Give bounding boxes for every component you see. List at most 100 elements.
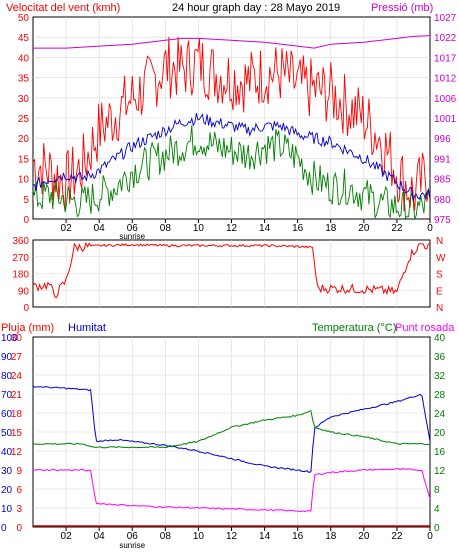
x-tick-label: 06 [127,531,139,542]
x-tick-label: 16 [292,223,304,234]
x-tick-label: 04 [94,223,106,234]
rain-tick-label: 27 [11,352,23,363]
temperature-tick-label: 32 [434,371,446,382]
wind-tick-label: 45 [18,33,30,44]
x-tick-label: 14 [259,531,271,542]
humidity-label: Humitat [68,322,106,334]
humidity-tick-label: 0 [1,523,7,534]
humidity-axis-ticks: 0 10 20 30 40 50 60 70 80 90 100 [1,333,18,534]
wind-direction-series [32,241,431,299]
x-tick-label: 18 [325,531,337,542]
direction-tick-label: 180 [12,270,29,281]
wind-tick-label: 35 [18,74,30,85]
x-tick-label: 22 [391,531,403,542]
pressure-tick-label: 1017 [434,53,457,64]
x-tick-label: 0 [427,531,433,542]
x-tick-label: 10 [193,223,205,234]
wind-x-axis: 02 04 06 08 10 12 14 16 18 20 22 0 sunrise [61,219,433,241]
wind-speed-label: Velocitat del vent (kmh) [6,2,120,14]
humidity-tick-label: 60 [1,409,13,420]
humidity-tick-label: 30 [1,466,13,477]
humidity-tick-label: 70 [1,390,13,401]
temperature-tick-label: 20 [434,428,446,439]
temperature-tick-label: 12 [434,466,446,477]
rain-tick-label: 3 [16,504,22,515]
x-tick-label: 08 [160,531,172,542]
compass-tick-label: E [436,286,443,297]
pressure-series [33,35,431,49]
rain-label: Pluja (mm) [1,322,54,334]
rain-tick-label: 18 [11,409,23,420]
rain-tick-label: 9 [16,466,22,477]
x-tick-label: 02 [61,223,73,234]
pressure-tick-label: 991 [434,154,451,165]
humidity-tick-label: 20 [1,485,13,496]
rain-tick-label: 12 [11,447,23,458]
rain-tick-label: 21 [11,390,23,401]
direction-tick-label: 90 [18,286,30,297]
wind-tick-label: 10 [18,175,30,186]
x-tick-label: 16 [292,531,304,542]
temperature-tick-label: 36 [434,352,446,363]
temperature-series [32,410,431,449]
temperature-tick-label: 4 [434,504,440,515]
pressure-tick-label: 1022 [434,33,457,44]
x-tick-label: 20 [358,531,370,542]
humidity-tick-label: 40 [1,447,13,458]
x-tick-label: 06 [127,223,139,234]
pressure-tick-label: 1006 [434,94,457,105]
wind-tick-label: 20 [18,134,30,145]
dewpoint-label: Punt rosada [395,322,455,334]
humidity-tick-label: 80 [1,371,13,382]
humidity-tick-label: 50 [1,428,13,439]
temperature-label: Temperatura (°C) [312,322,396,334]
pressure-tick-label: 1012 [434,74,457,85]
wind-tick-label: 40 [18,53,30,64]
rain-tick-label: 24 [11,371,23,382]
temperature-axis-ticks: 0 4 8 12 16 20 24 28 32 36 40 [434,333,446,534]
rain-tick-label: 0 [16,523,22,534]
compass-tick-label: N [436,303,443,314]
x-tick-label: 22 [391,223,403,234]
chart-title: 24 hour graph day : 28 Mayo 2019 [172,2,340,14]
dewpoint-series [32,468,431,513]
direction-axis-ticks: 0 90 180 270 360 [12,236,29,314]
x-tick-label: 12 [226,223,238,234]
rain-tick-label: 6 [16,485,22,496]
wind-tick-label: 25 [18,114,30,125]
x-tick-label: 12 [226,531,238,542]
wind-speed-series [32,36,431,212]
x-tick-label: 10 [193,531,205,542]
wind-tick-label: 30 [18,94,30,105]
pressure-label: Pressió (mb) [371,2,433,14]
pressure-tick-label: 996 [434,134,451,145]
pressure-tick-label: 975 [434,215,451,226]
x-tick-label: 20 [358,223,370,234]
rain-axis-ticks: 0 3 6 9 12 15 18 21 24 27 30 [11,333,23,534]
direction-tick-label: 270 [12,253,29,264]
pressure-tick-label: 980 [434,195,451,206]
x-tick-label: 0 [427,223,433,234]
direction-tick-label: 0 [23,303,29,314]
pressure-tick-label: 985 [434,175,451,186]
compass-tick-label: W [436,253,446,264]
wind-tick-label: 0 [23,215,29,226]
temperature-tick-label: 8 [434,485,440,496]
wind-plot [32,35,431,221]
temperature-grid [33,337,430,527]
pressure-axis-ticks: 975 980 985 991 996 1001 1006 1012 1017 1022 1027 [434,13,457,226]
compass-tick-label: N [436,236,443,247]
temperature-tick-label: 16 [434,447,446,458]
humidity-tick-label: 10 [1,504,13,515]
pressure-tick-label: 1001 [434,114,457,125]
temperature-plot [32,385,431,527]
temperature-tick-label: 24 [434,409,446,420]
temperature-tick-label: 0 [434,523,440,534]
compass-tick-label: S [436,270,443,281]
sunrise-label: sunrise [119,232,145,241]
rain-tick-label: 30 [11,333,23,344]
